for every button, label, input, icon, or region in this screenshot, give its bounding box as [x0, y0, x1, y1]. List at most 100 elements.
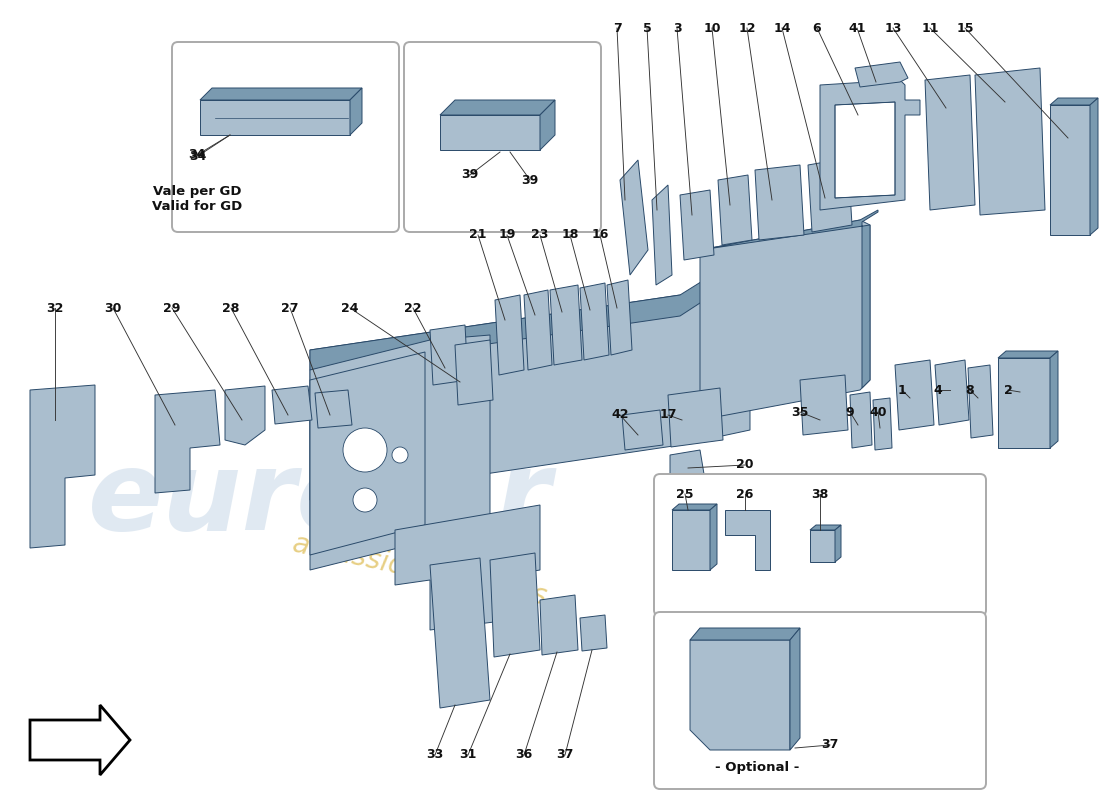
Polygon shape	[524, 290, 552, 370]
Polygon shape	[540, 595, 578, 655]
Polygon shape	[200, 88, 362, 100]
Text: 21: 21	[470, 229, 486, 242]
Polygon shape	[200, 100, 350, 135]
Polygon shape	[310, 352, 425, 555]
Polygon shape	[30, 385, 95, 548]
FancyBboxPatch shape	[404, 42, 601, 232]
Polygon shape	[700, 210, 878, 388]
Text: 16: 16	[592, 229, 608, 242]
Text: 23: 23	[531, 229, 549, 242]
Polygon shape	[820, 80, 920, 210]
Polygon shape	[226, 386, 265, 445]
Polygon shape	[155, 390, 220, 493]
Polygon shape	[968, 365, 993, 438]
Polygon shape	[790, 628, 800, 750]
Polygon shape	[620, 160, 648, 275]
Text: 35: 35	[791, 406, 808, 418]
Text: eurofar: eurofar	[88, 446, 552, 554]
Polygon shape	[440, 115, 540, 150]
Polygon shape	[395, 505, 540, 630]
Circle shape	[392, 447, 408, 463]
Text: 31: 31	[460, 749, 476, 762]
Polygon shape	[668, 388, 723, 447]
Polygon shape	[800, 375, 848, 435]
Text: 19: 19	[498, 229, 516, 242]
Text: 37: 37	[557, 749, 574, 762]
Polygon shape	[690, 628, 800, 640]
Circle shape	[353, 488, 377, 512]
Polygon shape	[1050, 351, 1058, 448]
Polygon shape	[540, 100, 556, 150]
Polygon shape	[430, 325, 468, 385]
Polygon shape	[680, 190, 714, 260]
Text: 4: 4	[934, 383, 943, 397]
Text: 22: 22	[405, 302, 421, 314]
Text: 15: 15	[956, 22, 974, 34]
Polygon shape	[850, 392, 872, 448]
Polygon shape	[725, 510, 770, 570]
Text: 24: 24	[341, 302, 359, 314]
Text: 8: 8	[966, 383, 975, 397]
Text: Vale per GD: Vale per GD	[153, 186, 241, 198]
FancyBboxPatch shape	[172, 42, 399, 232]
Polygon shape	[998, 358, 1050, 448]
Polygon shape	[975, 68, 1045, 215]
Text: 18: 18	[561, 229, 579, 242]
Text: 12: 12	[738, 22, 756, 34]
Text: 27: 27	[282, 302, 299, 314]
Polygon shape	[490, 553, 540, 657]
Polygon shape	[580, 283, 609, 360]
Text: 34: 34	[189, 150, 207, 162]
Text: 33: 33	[427, 749, 443, 762]
Polygon shape	[690, 640, 790, 750]
Text: 11: 11	[922, 22, 938, 34]
Polygon shape	[495, 295, 524, 375]
Text: 13: 13	[884, 22, 902, 34]
Polygon shape	[430, 558, 490, 708]
Text: 30: 30	[104, 302, 122, 314]
Text: 38: 38	[812, 487, 828, 501]
Text: 39: 39	[461, 169, 478, 182]
Polygon shape	[607, 280, 632, 355]
Polygon shape	[895, 360, 934, 430]
Polygon shape	[670, 450, 705, 490]
Polygon shape	[835, 102, 895, 198]
Polygon shape	[621, 410, 663, 450]
Text: 5: 5	[642, 22, 651, 34]
Polygon shape	[998, 351, 1058, 358]
Text: 3: 3	[673, 22, 681, 34]
Polygon shape	[310, 335, 490, 570]
Text: 42: 42	[612, 409, 629, 422]
Polygon shape	[755, 165, 804, 240]
Text: 20: 20	[736, 458, 754, 471]
Text: 7: 7	[613, 22, 621, 34]
Polygon shape	[1090, 98, 1098, 235]
Text: 32: 32	[46, 302, 64, 314]
Text: 25: 25	[676, 487, 694, 501]
Polygon shape	[272, 386, 312, 424]
Text: Valid for GD: Valid for GD	[152, 201, 242, 214]
Polygon shape	[810, 530, 835, 562]
Text: 6: 6	[813, 22, 822, 34]
Text: 28: 28	[222, 302, 240, 314]
Text: 10: 10	[703, 22, 720, 34]
Polygon shape	[710, 504, 717, 570]
Text: 37: 37	[822, 738, 838, 751]
Text: - Optional -: - Optional -	[715, 762, 800, 774]
Text: 1: 1	[898, 383, 906, 397]
Polygon shape	[810, 525, 842, 530]
Polygon shape	[718, 175, 752, 245]
Polygon shape	[835, 525, 842, 562]
Text: 26: 26	[736, 487, 754, 501]
FancyBboxPatch shape	[654, 474, 986, 616]
Polygon shape	[580, 615, 607, 651]
Polygon shape	[672, 510, 710, 570]
Text: 14: 14	[773, 22, 791, 34]
Text: 41: 41	[848, 22, 866, 34]
Polygon shape	[808, 158, 852, 232]
Text: 2: 2	[1003, 383, 1012, 397]
Polygon shape	[873, 398, 892, 450]
Text: 29: 29	[163, 302, 180, 314]
Polygon shape	[925, 75, 975, 210]
Polygon shape	[350, 88, 362, 135]
